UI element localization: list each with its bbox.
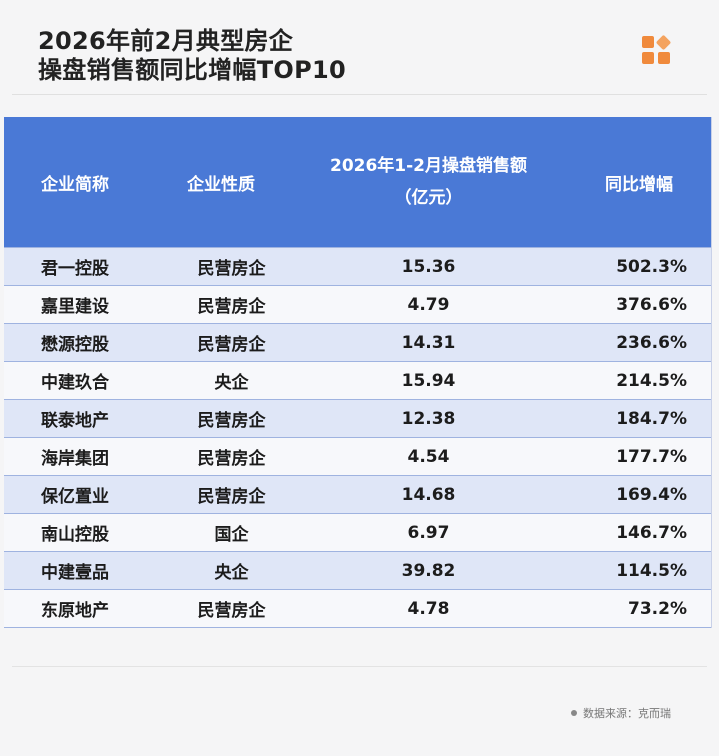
cell-growth: 73.2% — [628, 598, 687, 619]
cell-company: 海岸集团 — [41, 449, 109, 469]
table-row: 海岸集团 民营房企 4.54 177.7% — [4, 437, 711, 475]
cell-type: 民营房企 — [197, 297, 266, 317]
table-body: 君一控股 民营房企 15.36 502.3% 嘉里建设 民营房企 4.79 376.6% 懋源控… — [4, 247, 711, 628]
table-row: 保亿置业 民营房企 14.68 169.4% — [4, 475, 711, 513]
page-title: 2026年前2月典型房企 操盘销售额同比增幅TOP10 — [38, 27, 346, 85]
table-header: 企业简称 企业性质 2026年1-2月操盘销售额 （亿元） 同比增幅 — [4, 117, 711, 247]
bottom-divider — [12, 666, 707, 667]
cell-type: 央企 — [214, 373, 249, 393]
cell-sales: 14.31 — [401, 332, 456, 353]
cell-company: 懋源控股 — [41, 335, 109, 355]
cell-sales: 4.78 — [407, 598, 450, 619]
cell-growth: 376.6% — [616, 294, 687, 315]
header-sales: 2026年1-2月操盘销售额 （亿元） — [294, 150, 563, 214]
cell-company: 中建玖合 — [41, 373, 109, 393]
cell-company: 嘉里建设 — [41, 297, 109, 317]
header-sales-unit: （亿元） — [394, 188, 463, 208]
cell-company: 联泰地产 — [41, 411, 109, 431]
table-row: 嘉里建设 民营房企 4.79 376.6% — [4, 285, 711, 323]
cell-type: 民营房企 — [197, 411, 266, 431]
bullet-icon — [571, 710, 577, 716]
cell-growth: 177.7% — [616, 446, 687, 467]
cell-type: 民营房企 — [197, 335, 266, 355]
cell-sales: 6.97 — [407, 522, 450, 543]
title-line-2: 操盘销售额同比增幅TOP10 — [38, 56, 346, 84]
cell-type: 民营房企 — [197, 601, 266, 621]
cell-sales: 15.94 — [401, 370, 456, 391]
cell-sales: 15.36 — [401, 256, 456, 277]
table-row: 中建玖合 央企 15.94 214.5% — [4, 361, 711, 399]
cell-type: 民营房企 — [197, 487, 266, 507]
cell-company: 东原地产 — [41, 601, 109, 621]
table-row: 懋源控股 民营房企 14.31 236.6% — [4, 323, 711, 361]
cell-growth: 236.6% — [616, 332, 687, 353]
cell-sales: 4.54 — [407, 446, 450, 467]
header-growth: 同比增幅 — [605, 174, 673, 195]
cell-company: 南山控股 — [41, 525, 109, 545]
cell-type: 民营房企 — [197, 449, 266, 469]
table-row: 中建壹品 央企 39.82 114.5% — [4, 551, 711, 589]
title-line-1: 2026年前2月典型房企 — [38, 27, 294, 55]
header-sales-label: 2026年1-2月操盘销售额 — [329, 156, 528, 176]
cell-growth: 502.3% — [616, 256, 687, 277]
cell-sales: 39.82 — [401, 560, 456, 581]
cell-company: 保亿置业 — [41, 487, 109, 507]
table-row: 东原地产 民营房企 4.78 73.2% — [4, 589, 711, 628]
cell-sales: 4.79 — [407, 294, 450, 315]
cell-growth: 114.5% — [616, 560, 687, 581]
source-note: 数据来源：克而瑞 — [571, 705, 671, 721]
table-row: 南山控股 国企 6.97 146.7% — [4, 513, 711, 551]
top-divider — [12, 94, 707, 95]
cell-sales: 14.68 — [401, 484, 456, 505]
table-row: 君一控股 民营房企 15.36 502.3% — [4, 247, 711, 285]
cell-sales: 12.38 — [401, 408, 456, 429]
cell-growth: 184.7% — [616, 408, 687, 429]
header-company: 企业简称 — [41, 174, 109, 195]
cell-growth: 169.4% — [616, 484, 687, 505]
table-row: 联泰地产 民营房企 12.38 184.7% — [4, 399, 711, 437]
cell-type: 央企 — [214, 563, 249, 583]
ranking-table: 企业简称 企业性质 2026年1-2月操盘销售额 （亿元） 同比增幅 君一控股民… — [4, 117, 712, 628]
cell-growth: 146.7% — [616, 522, 687, 543]
header-type: 企业性质 — [187, 174, 255, 195]
cell-growth: 214.5% — [616, 370, 687, 391]
cell-company: 君一控股 — [41, 259, 109, 279]
cell-company: 中建壹品 — [41, 563, 109, 583]
cell-type: 民营房企 — [197, 259, 266, 279]
grid-logo-icon — [642, 34, 672, 66]
source-text: 数据来源：克而瑞 — [583, 707, 671, 720]
cell-type: 国企 — [214, 525, 249, 545]
